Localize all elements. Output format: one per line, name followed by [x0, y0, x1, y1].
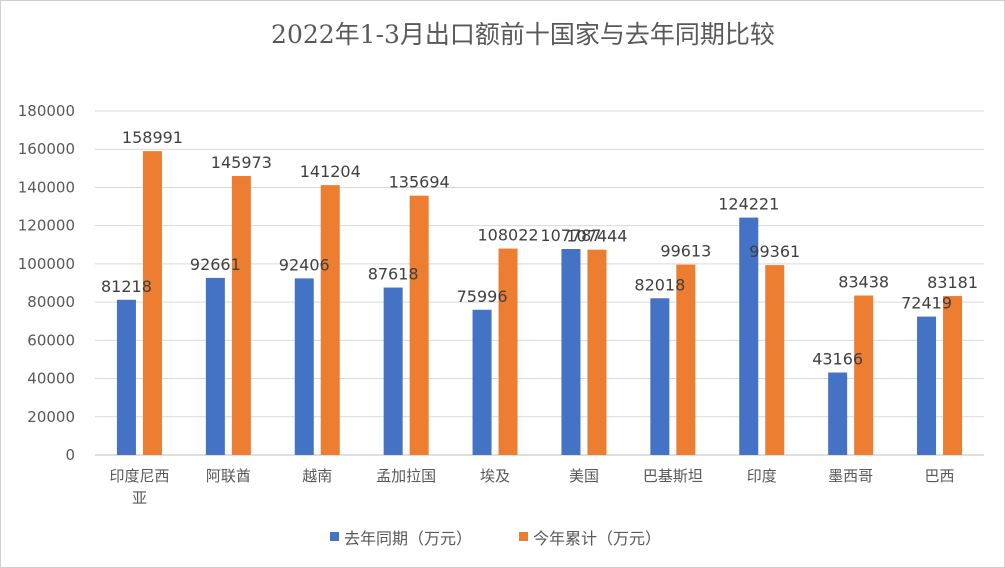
data-label: 124221 — [718, 195, 779, 214]
data-labels: 81218 158991 92661 145973 92406 141204 87618 13… — [101, 128, 978, 368]
y-tick-label: 80000 — [27, 293, 75, 311]
data-label: 145973 — [211, 153, 272, 172]
y-axis-ticks: 0 20000 40000 60000 80000 100000 120000 140000 1… — [18, 102, 75, 464]
data-label: 107444 — [566, 227, 627, 246]
y-tick-label: 100000 — [18, 255, 75, 273]
bar-this-year — [676, 264, 696, 455]
y-tick-label: 20000 — [27, 408, 75, 426]
data-label: 135694 — [389, 173, 450, 192]
data-label: 158991 — [122, 128, 183, 147]
data-label: 92406 — [279, 255, 330, 274]
x-category-label: 美国 — [569, 467, 599, 485]
y-tick-label: 120000 — [18, 217, 75, 235]
bar-last-year — [116, 299, 136, 455]
legend-label-last-year: 去年同期（万元） — [344, 529, 472, 548]
x-category-label: 孟加拉国 — [376, 467, 436, 485]
data-label: 107787 — [540, 226, 601, 245]
bar-last-year — [650, 298, 670, 455]
bar-this-year — [943, 296, 963, 455]
chart-title: 2022年1-3月出口额前十国家与去年同期比较 — [271, 20, 775, 49]
data-label: 75996 — [457, 287, 508, 306]
data-label: 72419 — [901, 294, 952, 313]
legend: 去年同期（万元） 今年累计（万元） — [330, 529, 661, 548]
bar-this-year — [498, 248, 518, 455]
data-label: 83438 — [838, 273, 889, 292]
data-label: 83181 — [927, 273, 978, 292]
bar-last-year — [294, 278, 314, 455]
bar-this-year — [320, 185, 340, 455]
bar-last-year — [917, 316, 937, 455]
bar-last-year — [205, 277, 225, 455]
legend-swatch-last-year — [330, 532, 339, 541]
bar-last-year — [383, 287, 403, 455]
legend-label-this-year: 今年累计（万元） — [533, 529, 661, 548]
x-category-label: 阿联酋 — [206, 467, 251, 485]
data-label: 141204 — [300, 162, 361, 181]
y-tick-label: 140000 — [18, 178, 75, 196]
data-label: 92661 — [190, 255, 241, 274]
x-category-label: 墨西哥 — [828, 467, 873, 485]
bar-this-year — [587, 249, 607, 455]
data-label: 82018 — [634, 275, 685, 294]
y-tick-label: 160000 — [18, 140, 75, 158]
x-category-label: 印度尼西亚 — [109, 467, 169, 507]
y-tick-label: 0 — [65, 446, 75, 464]
bar-this-year — [765, 265, 785, 455]
data-label: 81218 — [101, 277, 152, 296]
bars — [116, 151, 963, 456]
y-tick-label: 40000 — [27, 370, 75, 388]
x-category-label: 越南 — [302, 467, 332, 485]
y-tick-label: 60000 — [27, 331, 75, 349]
data-label: 99613 — [660, 242, 711, 261]
x-category-label: 巴基斯坦 — [643, 467, 703, 485]
data-label: 108022 — [478, 226, 539, 245]
x-category-label: 巴西 — [925, 467, 955, 485]
bar-last-year — [472, 309, 492, 455]
bar-this-year — [231, 176, 251, 456]
bar-this-year — [409, 195, 429, 455]
bar-last-year — [828, 372, 848, 455]
y-tick-label: 180000 — [18, 102, 75, 120]
bar-this-year — [142, 151, 162, 456]
bar-this-year — [854, 295, 874, 455]
data-label: 43166 — [812, 350, 863, 369]
legend-swatch-this-year — [519, 532, 528, 541]
x-axis-categories: 印度尼西亚 阿联酋 越南 孟加拉国 埃及 美国 巴基斯坦 印度 墨西哥 巴西 — [109, 467, 954, 507]
x-category-label: 印度 — [747, 467, 777, 485]
data-label: 87618 — [368, 265, 419, 284]
data-label: 99361 — [749, 242, 800, 261]
x-category-label: 埃及 — [480, 467, 510, 485]
bar-last-year — [739, 217, 759, 455]
bar-last-year — [561, 249, 581, 455]
